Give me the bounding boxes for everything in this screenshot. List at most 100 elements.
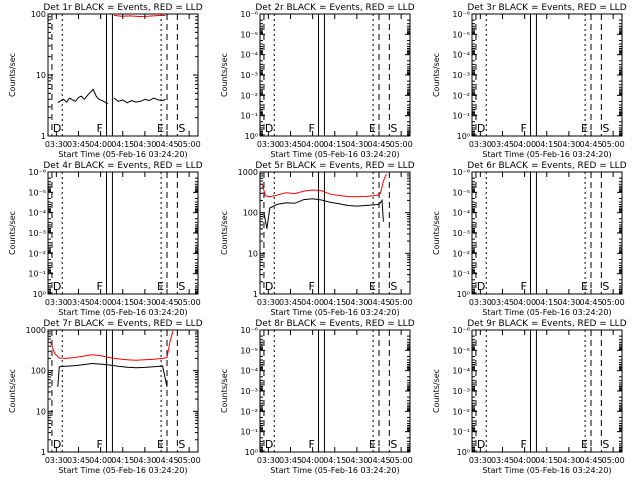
- y-tick-label: 10⁻⁴: [452, 367, 470, 376]
- x-tick-label: 04:00: [301, 298, 324, 307]
- panel-det-4: Det 4r BLACK = Events, RED = LLD D F E S 10⁰ 1…: [8, 161, 203, 317]
- x-tick-label: 03:30: [257, 456, 280, 465]
- panel-title: Det 3r BLACK = Events, RED = LLD: [467, 3, 626, 13]
- y-tick-label: 10: [36, 407, 46, 416]
- y-tick-label: 10⁻⁵: [452, 346, 470, 355]
- x-tick-label: 03:30: [45, 298, 68, 307]
- time-marker-label: F: [309, 280, 315, 293]
- panel-det-9: Det 9r BLACK = Events, RED = LLD D F E S 10⁰ 1…: [432, 319, 627, 475]
- time-marker-label: E: [157, 122, 164, 135]
- time-marker-label: E: [369, 280, 376, 293]
- y-axis-label: Counts/sec: [8, 369, 17, 413]
- y-tick-label: 10⁻²: [240, 407, 258, 416]
- x-tick-label: 04:00: [513, 298, 536, 307]
- y-tick-label: 10⁰: [457, 448, 470, 457]
- x-axis-label: Start Time (05-Feb-16 03:24:20): [270, 150, 399, 159]
- x-tick-label: 04:45: [155, 140, 178, 149]
- y-tick-label: 10⁰: [457, 132, 470, 141]
- plot-frame: [47, 13, 199, 137]
- panel-title: Det 1r BLACK = Events, RED = LLD: [43, 3, 202, 13]
- panel-det-2: Det 2r BLACK = Events, RED = LLD D F E S 10⁰ 1…: [220, 3, 415, 159]
- y-tick-label: 10⁻³: [240, 71, 258, 80]
- lld-series-line: [50, 330, 174, 361]
- lld-series-line: [113, 14, 166, 18]
- time-marker-label: S: [602, 122, 609, 135]
- time-marker-label: D: [265, 280, 273, 293]
- time-marker-label: D: [477, 122, 485, 135]
- x-tick-label: 04:00: [301, 140, 324, 149]
- events-series-line: [57, 362, 168, 387]
- y-tick-label: 10⁻⁶: [452, 168, 470, 177]
- panel-det-1: Det 1r BLACK = Events, RED = LLD D F E S 1 10 1…: [8, 3, 203, 159]
- y-tick-label: 10⁻⁵: [28, 188, 46, 197]
- y-tick-label: 10⁻²: [452, 249, 470, 258]
- plot-frame: [259, 171, 411, 295]
- x-tick-label: 05:00: [390, 456, 413, 465]
- y-tick-label: 10⁻¹: [452, 112, 470, 121]
- y-tick-label: 10⁻⁶: [240, 10, 258, 19]
- y-tick-label: 10⁻¹: [240, 428, 258, 437]
- x-tick-label: 04:15: [111, 298, 134, 307]
- x-tick-label: 04:15: [535, 140, 558, 149]
- y-axis-label: Counts/sec: [220, 369, 229, 413]
- time-marker-label: S: [602, 438, 609, 451]
- y-axis-label: Counts/sec: [8, 211, 17, 255]
- y-tick-label: 10⁰: [33, 290, 46, 299]
- time-marker-label: S: [602, 280, 609, 293]
- x-tick-label: 04:15: [111, 456, 134, 465]
- y-tick-label: 10⁻⁵: [452, 30, 470, 39]
- time-marker-label: E: [581, 122, 588, 135]
- plot-frame: [471, 171, 623, 295]
- x-tick-label: 04:30: [345, 298, 368, 307]
- x-tick-label: 04:30: [557, 140, 580, 149]
- panel-title: Det 9r BLACK = Events, RED = LLD: [467, 319, 626, 329]
- x-tick-label: 04:30: [345, 140, 368, 149]
- x-tick-label: 05:00: [178, 140, 201, 149]
- y-axis-label: Counts/sec: [432, 53, 441, 97]
- y-tick-label: 10⁰: [245, 132, 258, 141]
- panel-det-8: Det 8r BLACK = Events, RED = LLD D F E S 10⁰ 1…: [220, 319, 415, 475]
- y-tick-label: 10: [248, 249, 258, 258]
- panel-title: Det 7r BLACK = Events, RED = LLD: [43, 319, 202, 329]
- y-tick-label: 10⁻⁴: [452, 209, 470, 218]
- time-marker-label: E: [369, 438, 376, 451]
- time-marker-label: D: [265, 438, 273, 451]
- x-tick-label: 03:30: [469, 298, 492, 307]
- x-tick-label: 04:45: [579, 140, 602, 149]
- y-tick-label: 100: [31, 367, 46, 376]
- plot-frame: [47, 329, 199, 453]
- y-axis-label: Counts/sec: [220, 53, 229, 97]
- x-tick-label: 05:00: [390, 298, 413, 307]
- x-tick-label: 04:30: [133, 456, 156, 465]
- x-tick-label: 04:45: [579, 456, 602, 465]
- panel-title: Det 5r BLACK = Events, RED = LLD: [255, 161, 414, 171]
- panel-det-7: Det 7r BLACK = Events, RED = LLD D F E S 1 10 1…: [8, 319, 203, 475]
- x-tick-label: 04:30: [557, 456, 580, 465]
- time-marker-label: D: [53, 122, 61, 135]
- x-tick-label: 04:45: [367, 456, 390, 465]
- y-tick-label: 10⁻⁶: [452, 10, 470, 19]
- panel-title: Det 8r BLACK = Events, RED = LLD: [255, 319, 414, 329]
- x-tick-label: 03:45: [67, 456, 90, 465]
- panel-det-3: Det 3r BLACK = Events, RED = LLD D F E S 10⁰ 1…: [432, 3, 627, 159]
- x-tick-label: 05:00: [390, 140, 413, 149]
- time-marker-label: F: [521, 438, 527, 451]
- time-marker-label: F: [521, 280, 527, 293]
- y-tick-label: 10⁻¹: [240, 112, 258, 121]
- time-marker-label: D: [265, 122, 273, 135]
- x-axis-label: Start Time (05-Feb-16 03:24:20): [482, 150, 611, 159]
- y-tick-label: 10⁻⁴: [240, 367, 258, 376]
- time-marker-label: D: [477, 438, 485, 451]
- x-tick-label: 05:00: [178, 456, 201, 465]
- y-tick-label: 1000: [26, 326, 46, 335]
- x-tick-label: 03:30: [45, 140, 68, 149]
- y-tick-label: 10⁻⁴: [452, 51, 470, 60]
- y-tick-label: 10⁰: [457, 290, 470, 299]
- y-tick-label: 10⁻¹: [452, 270, 470, 279]
- x-tick-label: 04:15: [535, 298, 558, 307]
- x-tick-label: 04:45: [367, 140, 390, 149]
- lld-series-line: [262, 173, 387, 198]
- x-tick-label: 03:45: [491, 298, 514, 307]
- x-axis-label: Start Time (05-Feb-16 03:24:20): [270, 308, 399, 317]
